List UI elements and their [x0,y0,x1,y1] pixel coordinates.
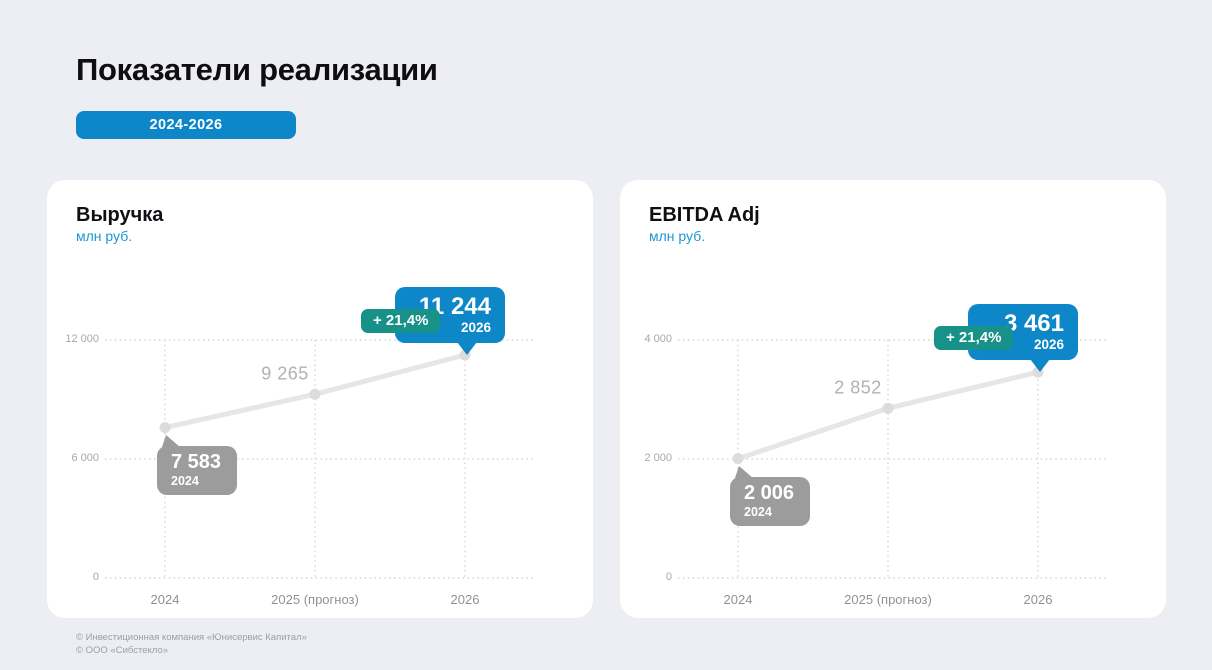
end-value-callout: 3 461 2026 [968,303,1078,373]
y-axis-tick-label: 12 000 [65,333,99,345]
x-axis-tick-label: 2026 [1023,592,1053,607]
chart-unit-label: млн руб. [76,228,133,244]
callout-year: 2024 [171,473,199,488]
x-axis-tick-label: 2024 [723,592,753,607]
y-axis-tick-label: 4 000 [644,333,672,345]
callout-value: 7 583 [171,450,222,473]
x-axis-tick-label: 2026 [450,592,480,607]
chart-title-revenue: Выручка [76,204,164,226]
callout-value: 2 006 [744,481,795,504]
callout-value: 3 461 [1003,309,1064,337]
charts-row: Выручка млн руб. 9 265 7 583 2024 11 244… [47,180,1166,618]
y-axis-tick-label: 0 [92,571,99,583]
footer-credit-line: © Инвестиционная компания «Юнисервис Кап… [76,632,307,643]
growth-badge: + 21,4% [361,309,441,333]
chart-title-ebitda: EBITDA Adj [649,204,760,226]
start-value-callout: 7 583 2024 [157,434,238,495]
start-value-callout: 2 006 2024 [730,465,811,526]
callout-tail-up [735,465,753,478]
period-badge: 2024-2026 [76,111,296,139]
page-title: Показатели реализации [76,52,438,87]
callout-tail-up [162,434,180,447]
growth-badge: + 21,4% [934,326,1014,350]
revenue-chart-card: Выручка млн руб. 9 265 7 583 2024 11 244… [47,180,593,618]
ebitda-line-chart: 2 852 2 006 2024 3 461 2026 + 21,4% 0 2 0… [620,180,1166,618]
y-axis-tick-label: 0 [665,571,672,583]
y-axis-tick-label: 6 000 [71,452,99,464]
callout-tail-down [1030,359,1050,373]
ebitda-chart-canvas [678,339,1106,579]
callout-year: 2026 [460,320,491,335]
footer-credits: © Инвестиционная компания «Юнисервис Кап… [76,631,307,657]
ebitda-chart-card: EBITDA Adj млн руб. 2 852 2 006 2024 3 4… [620,180,1166,618]
chart-unit-label: млн руб. [649,228,706,244]
callout-tail-down [457,342,477,355]
footer-credit-line: © ООО «Сибстекло» [76,645,168,656]
y-axis-tick-label: 2 000 [644,452,672,464]
mid-value-label: 2 852 [834,377,882,398]
revenue-chart-canvas [105,339,533,579]
callout-year: 2024 [744,504,772,519]
mid-value-label: 9 265 [261,363,309,384]
x-axis-tick-label: 2024 [150,592,180,607]
x-axis-tick-label: 2025 (прогноз) [271,592,359,607]
callout-year: 2026 [1033,337,1064,353]
x-axis-tick-label: 2025 (прогноз) [844,592,932,607]
